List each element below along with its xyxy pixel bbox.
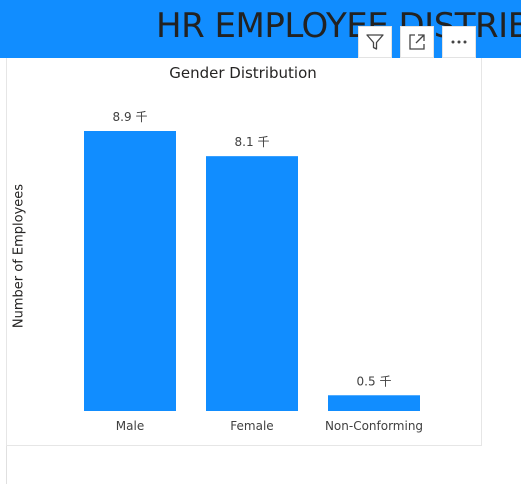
filter-icon (366, 34, 384, 50)
focus-mode-icon (409, 34, 425, 50)
x-tick-label: Non-Conforming (325, 419, 423, 433)
more-options-icon (451, 40, 467, 44)
x-tick-label: Female (230, 419, 273, 433)
more-options-button[interactable] (442, 26, 476, 58)
bar-non-conforming[interactable] (328, 395, 420, 411)
x-tick-label: Male (116, 419, 144, 433)
data-label: 8.9 千 (113, 110, 148, 124)
focus-mode-button[interactable] (400, 26, 434, 58)
data-label: 0.5 千 (357, 374, 392, 388)
panel-divider (0, 446, 7, 484)
filter-button[interactable] (358, 26, 392, 58)
bar-female[interactable] (206, 156, 298, 411)
data-label: 8.1 千 (235, 135, 270, 149)
chart-title: Gender Distribution (169, 64, 317, 82)
bar-male[interactable] (84, 131, 176, 411)
